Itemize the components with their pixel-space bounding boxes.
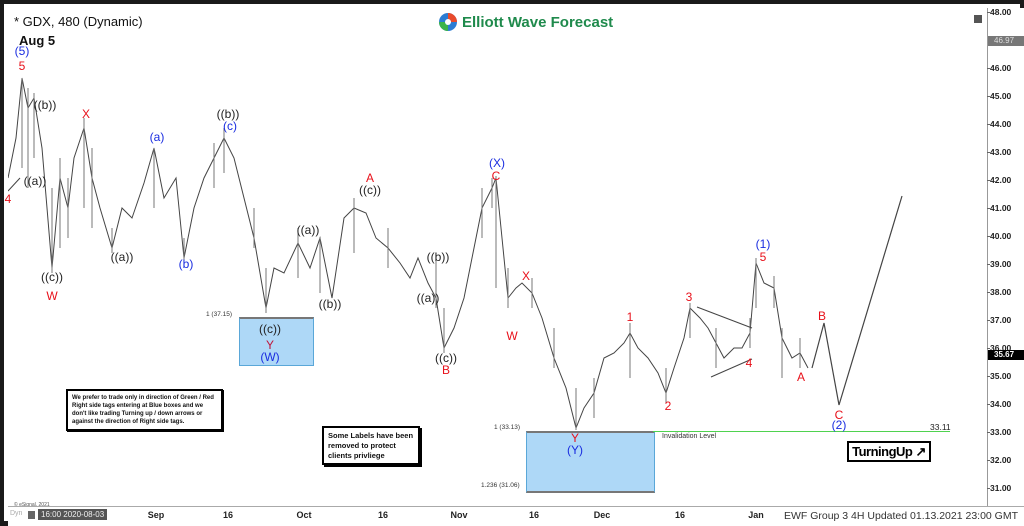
wave-label: (c) <box>223 119 237 133</box>
chart-plot-area[interactable]: * GDX, 480 (Dynamic) Aug 5 Elliott Wave … <box>4 8 988 508</box>
y-tick: 44.00 <box>986 119 1012 129</box>
wave-label: 4 <box>745 356 753 370</box>
wave-label: W <box>506 329 518 343</box>
wave-label: ((c)) <box>435 351 457 365</box>
wave-label: (2) <box>831 418 847 432</box>
wave-label: B <box>817 309 827 323</box>
wave-label: ((a)) <box>296 223 320 237</box>
wave-label: (5) <box>14 44 30 58</box>
lock-icon[interactable] <box>28 511 35 519</box>
turning-up-tag: TurningUp ↗ <box>847 441 931 462</box>
maximize-icon[interactable] <box>974 15 982 23</box>
wave-label: A <box>796 370 806 384</box>
price-bars <box>8 77 903 430</box>
high-price-tag: 46.97 <box>988 36 1024 46</box>
wave-label: (W) <box>260 350 280 364</box>
wave-label: (Y) <box>567 443 583 457</box>
invalidation-line <box>653 431 950 432</box>
y-tick: 40.00 <box>986 231 1012 241</box>
wave-label: C <box>491 169 501 183</box>
y-tick: 41.00 <box>986 203 1012 213</box>
wave-label: ((c)) <box>41 270 63 284</box>
cursor-timestamp: 16:00 2020-08-03 <box>38 509 108 520</box>
elliott-wave-logo-icon <box>439 13 457 31</box>
wave-label: (1) <box>755 237 771 251</box>
brand-logo: Elliott Wave Forecast <box>434 10 618 34</box>
blue-box-w <box>239 317 314 366</box>
wave-label: ((b)) <box>426 250 450 264</box>
wave-label: ((b)) <box>216 107 240 121</box>
y-tick: 34.00 <box>986 399 1012 409</box>
y-tick: 42.00 <box>986 175 1012 185</box>
invalidation-value: 33.11 <box>930 422 951 432</box>
wave-label: 5 <box>759 250 767 264</box>
wave-label: (b) <box>178 257 194 271</box>
wave-label: B <box>441 363 451 377</box>
wave-label: 2 <box>664 399 672 413</box>
projected-path <box>811 195 903 406</box>
x-tick: 16 <box>674 510 686 520</box>
blue-box-y <box>526 431 655 493</box>
wave-label: ((a)) <box>23 174 47 188</box>
wave-label: C <box>834 408 844 422</box>
fib-label-33-13: 1 (33.13) <box>494 424 521 431</box>
wave-label: ((c)) <box>259 322 281 336</box>
wave-label: (a) <box>149 130 165 144</box>
date-label: Aug 5 <box>19 33 56 48</box>
y-tick: 31.00 <box>986 483 1012 493</box>
x-tick: 16 <box>377 510 389 520</box>
wave-label: 1 <box>626 310 634 324</box>
copyright-text: © eSignal, 2021 <box>14 502 50 508</box>
y-tick: 45.00 <box>986 91 1012 101</box>
y-tick: 32.00 <box>986 455 1012 465</box>
y-tick: 46.00 <box>986 63 1012 73</box>
logo-text: Elliott Wave Forecast <box>462 13 614 31</box>
wave-label: 3 <box>685 290 693 304</box>
labels-removed-note: Some Labels have been removed to protect… <box>322 426 420 466</box>
chart-window: * GDX, 480 (Dynamic) Aug 5 Elliott Wave … <box>4 4 1024 526</box>
wave-label: X <box>81 107 91 121</box>
y-tick: 48.00 <box>986 7 1012 17</box>
fib-label-37-15: 1 (37.15) <box>206 311 233 318</box>
x-tick: Dec <box>593 510 611 520</box>
invalidation-label: Invalidation Level <box>662 433 717 440</box>
wave-label: ((a)) <box>416 291 440 305</box>
chart-title: * GDX, 480 (Dynamic) <box>14 14 143 29</box>
fib-label-31-06: 1.236 (31.06) <box>481 482 520 489</box>
x-tick: 16 <box>528 510 540 520</box>
x-tick: Sep <box>147 510 165 520</box>
wave-label: Y <box>265 338 275 352</box>
y-tick: 33.00 <box>986 427 1012 437</box>
y-tick: 37.00 <box>986 315 1012 325</box>
y-tick: 35.00 <box>986 371 1012 381</box>
trade-direction-note: We prefer to trade only in direction of … <box>66 389 223 432</box>
current-price-tag: 35.67 <box>988 350 1024 360</box>
dyn-label: Dyn <box>10 510 23 517</box>
wave-label: ((c)) <box>359 183 381 197</box>
wave-label: X <box>521 269 531 283</box>
x-tick: Nov <box>450 510 468 520</box>
y-tick: 36.00 <box>986 343 1012 353</box>
x-tick: 16 <box>222 510 234 520</box>
wave-label: 5 <box>18 59 26 73</box>
x-tick: Jan <box>748 510 764 520</box>
wave-label: A <box>365 171 375 185</box>
time-axis[interactable]: Dyn 16:00 2020-08-03 Sep 16 Oct 16 Nov 1… <box>8 506 1024 526</box>
y-tick: 39.00 <box>986 259 1012 269</box>
price-axis[interactable]: 48.00 46.00 45.00 44.00 43.00 42.00 41.0… <box>986 7 1024 506</box>
wave-label: W <box>46 289 58 303</box>
wave-label: ((b)) <box>33 98 57 112</box>
y-tick: 43.00 <box>986 147 1012 157</box>
updated-footer: EWF Group 3 4H Updated 01.13.2021 23:00 … <box>783 510 1018 522</box>
wave-label: ((b)) <box>318 297 342 311</box>
x-tick: Oct <box>296 510 312 520</box>
y-tick: 38.00 <box>986 287 1012 297</box>
wave-label: Y <box>570 431 580 445</box>
wave-label: 4 <box>4 192 12 206</box>
wave-label: (X) <box>489 156 505 170</box>
wave-label: ((a)) <box>110 250 134 264</box>
